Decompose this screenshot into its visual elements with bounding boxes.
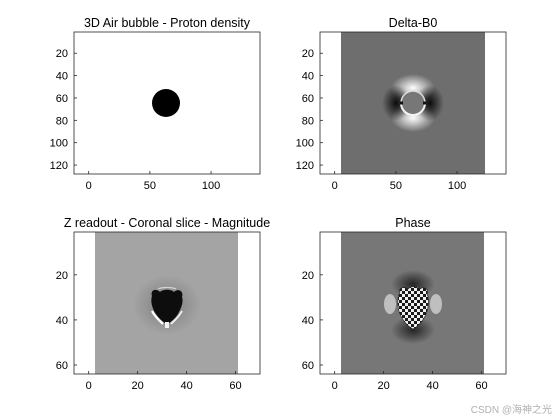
x-tick-label: 100 xyxy=(448,180,466,192)
image-phase xyxy=(320,232,506,374)
y-tick-label: 100 xyxy=(50,138,68,150)
x-tick-label: 50 xyxy=(390,180,402,192)
y-tick-label: 40 xyxy=(56,315,68,327)
x-tick-label: 60 xyxy=(229,380,241,392)
panel-title: Delta-B0 xyxy=(389,16,438,30)
x-tick-label: 40 xyxy=(180,380,192,392)
watermark: CSDN @海神之光 xyxy=(471,403,552,416)
axes-box xyxy=(73,31,261,175)
x-tick-label: 0 xyxy=(332,380,338,392)
panel-title: Z readout - Coronal slice - Magnitude xyxy=(64,216,270,230)
axes-box xyxy=(319,231,507,375)
image-delta-b0 xyxy=(320,32,506,174)
panel-phase: 0 20 40 60 20 40 60 Phase xyxy=(302,216,507,392)
y-tick-label: 20 xyxy=(302,48,314,60)
y-tick-label: 60 xyxy=(56,93,68,105)
axes-box xyxy=(73,231,261,375)
panel-title: 3D Air bubble - Proton density xyxy=(84,16,251,30)
x-tick-label: 40 xyxy=(426,380,438,392)
ticks-3: 0 20 40 60 20 40 60 xyxy=(302,270,488,392)
panel-proton-density: 0 50 100 20 40 60 80 100 120 3D Air bubble - Pro… xyxy=(50,16,261,192)
y-tick-label: 60 xyxy=(302,360,314,372)
x-tick-label: 60 xyxy=(475,380,487,392)
x-tick-label: 0 xyxy=(86,180,92,192)
y-tick-label: 120 xyxy=(50,160,68,172)
panel-title: Phase xyxy=(395,216,430,230)
y-tick-label: 40 xyxy=(56,71,68,83)
y-tick-label: 80 xyxy=(56,115,68,127)
x-tick-label: 20 xyxy=(378,380,390,392)
ticks-1: 0 50 100 20 40 60 80 100 120 xyxy=(296,48,467,192)
y-tick-label: 20 xyxy=(56,270,68,282)
y-tick-label: 40 xyxy=(302,71,314,83)
phase-wrap-pattern xyxy=(397,286,429,330)
air-bubble-disk xyxy=(152,89,180,117)
y-tick-label: 60 xyxy=(56,360,68,372)
x-tick-label: 0 xyxy=(332,180,338,192)
y-tick-label: 40 xyxy=(302,315,314,327)
image-magnitude xyxy=(74,232,260,374)
image-proton-density xyxy=(74,32,260,174)
y-tick-label: 60 xyxy=(302,93,314,105)
axes-box xyxy=(319,31,507,175)
y-tick-label: 120 xyxy=(296,160,314,172)
x-tick-label: 0 xyxy=(86,380,92,392)
panel-magnitude: 0 20 40 60 20 40 60 Z readout - Coronal slice … xyxy=(56,216,270,392)
y-tick-label: 20 xyxy=(302,270,314,282)
panel-delta-b0: 0 50 100 20 40 60 80 100 120 Delta-B0 xyxy=(296,16,507,192)
ticks-2: 0 20 40 60 20 40 60 xyxy=(56,270,242,392)
y-tick-label: 20 xyxy=(56,48,68,60)
y-tick-label: 100 xyxy=(296,138,314,150)
y-tick-label: 80 xyxy=(302,115,314,127)
x-tick-label: 50 xyxy=(144,180,156,192)
x-tick-label: 20 xyxy=(132,380,144,392)
signal-void xyxy=(151,289,183,325)
ticks-0: 0 50 100 20 40 60 80 100 120 xyxy=(50,48,221,192)
x-tick-label: 100 xyxy=(202,180,220,192)
